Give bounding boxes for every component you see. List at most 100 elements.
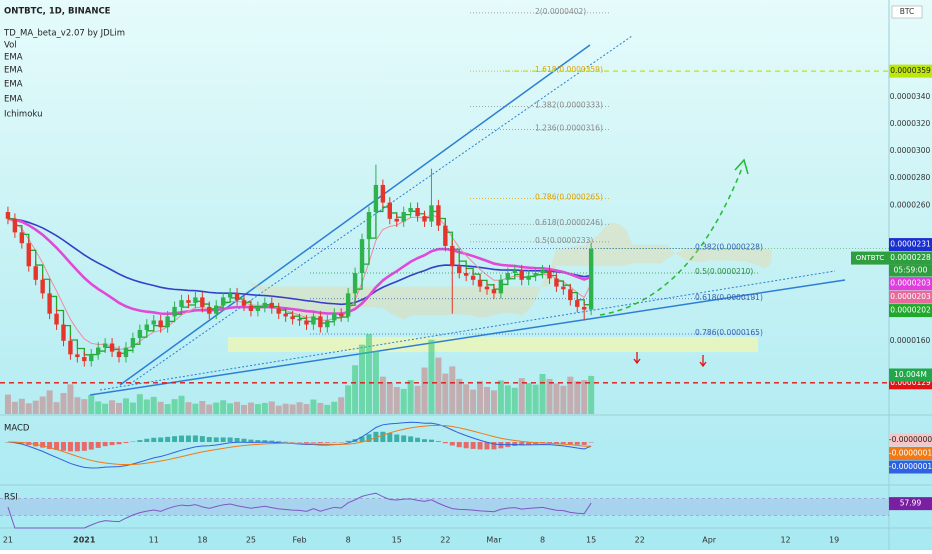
macd-histogram: [47, 442, 53, 449]
projection-arrow: [734, 158, 749, 175]
macd-histogram: [442, 442, 448, 444]
candle-body: [26, 243, 31, 267]
symbol-tag: [851, 251, 889, 265]
volume-bar: [421, 367, 428, 414]
volume-bar: [81, 399, 88, 414]
macd-histogram: [213, 437, 219, 442]
volume-bar: [289, 404, 296, 414]
macd-histogram: [220, 437, 226, 442]
volume-bar: [463, 384, 470, 414]
candle-body: [200, 297, 205, 307]
candle-body: [123, 347, 129, 358]
candle-body: [380, 184, 386, 203]
x-tick-label: Feb: [292, 536, 306, 545]
candle-body: [151, 320, 156, 325]
volume-bar: [46, 390, 53, 414]
macd-histogram: [144, 438, 150, 442]
candle-body: [75, 354, 80, 358]
candle-body: [477, 279, 483, 287]
candle-body: [290, 316, 295, 320]
macd-histogram: [324, 442, 330, 443]
volume-bar: [490, 390, 497, 414]
price-tag-label: 0.0000202: [890, 306, 931, 315]
symbol-title: ONTBTC, 1D, BINANCE: [4, 7, 111, 17]
macd-histogram: [276, 441, 282, 442]
candle-body: [575, 300, 580, 307]
price-tag-label: 0.0000203: [890, 279, 931, 288]
candle-body: [540, 270, 545, 274]
x-tick-label: 22: [440, 536, 450, 545]
candle-body: [457, 266, 462, 274]
fib-label: 1.382(0.0000333): [535, 100, 603, 109]
macd-histogram: [130, 441, 136, 443]
x-tick-label: 21: [3, 536, 13, 545]
candle-body: [61, 324, 66, 341]
y-tick-label: 0.0000160: [890, 336, 931, 345]
volume-bar: [109, 400, 116, 414]
x-tick-label: 25: [246, 536, 256, 545]
volume-bar: [129, 402, 136, 414]
volume-bar: [359, 344, 366, 414]
volume-bar: [338, 397, 345, 414]
trend-line: [89, 279, 846, 396]
candle-body: [283, 313, 288, 317]
x-tick-label: 22: [635, 536, 645, 545]
macd-histogram: [179, 435, 185, 442]
volume-bar: [435, 357, 442, 414]
macd-histogram: [151, 437, 157, 442]
volume-bar: [60, 393, 67, 414]
candle-body: [352, 273, 358, 294]
candle-body: [54, 313, 59, 325]
candle-body: [588, 248, 594, 310]
macd-histogram: [60, 442, 66, 451]
macd-histogram: [401, 435, 407, 442]
trend-line: [99, 270, 836, 391]
candle-body: [401, 212, 406, 222]
currency-box: [891, 5, 923, 19]
volume-bar: [192, 403, 199, 414]
fib-label: 0.5(0.0000233): [535, 236, 593, 245]
fib-label: 0.786(0.0000165): [695, 328, 763, 337]
volume-bar: [442, 373, 449, 414]
support-zone: [228, 337, 758, 352]
macd-histogram: [408, 436, 414, 442]
volume-bar: [372, 351, 379, 414]
volume-bar: [497, 380, 504, 414]
volume-bar: [532, 384, 539, 414]
volume-bar: [178, 395, 185, 414]
candle-body: [394, 218, 399, 222]
x-tick-label: 11: [149, 536, 159, 545]
candle-body: [220, 297, 226, 306]
candle-body: [47, 293, 52, 314]
macd-histogram: [317, 442, 323, 443]
candle-body: [165, 316, 170, 328]
trend-line: [129, 35, 633, 385]
macd-histogram: [88, 442, 94, 450]
macd-histogram: [560, 442, 566, 444]
macd-histogram: [248, 439, 254, 442]
macd-histogram: [574, 442, 580, 445]
macd-histogram: [74, 442, 80, 452]
macd-line: [7, 421, 592, 469]
indicator-name: EMA: [4, 80, 23, 90]
macd-histogram: [415, 437, 421, 442]
price-tag-label: 10.004M: [894, 370, 927, 379]
candle-body: [116, 351, 122, 358]
volume-bar: [282, 403, 289, 414]
volume-bar: [213, 402, 220, 414]
volume-bar: [511, 387, 518, 414]
fib-label: 0.5(0.0000210): [695, 267, 753, 276]
x-tick-label: 8: [346, 536, 351, 545]
macd-histogram: [456, 442, 462, 448]
candle-body: [491, 289, 497, 294]
macd-histogram: [297, 442, 303, 443]
macd-histogram: [172, 436, 178, 442]
macd-histogram: [546, 442, 552, 444]
macd-histogram: [394, 434, 400, 442]
price-tag: [889, 368, 932, 382]
volume-bar: [539, 374, 546, 414]
price-tag: [889, 433, 932, 447]
